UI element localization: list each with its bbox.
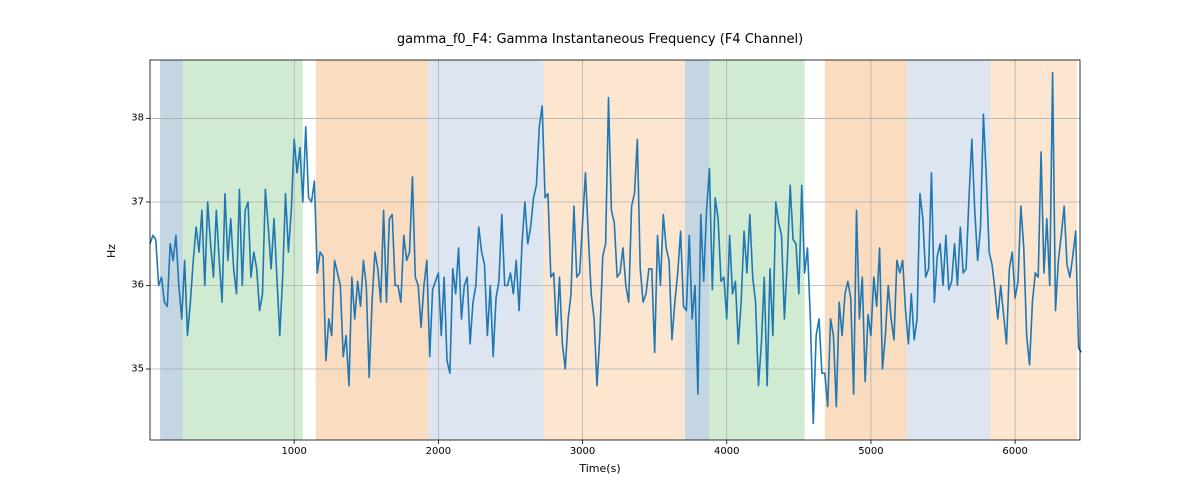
- x-tick-label: 3000: [570, 446, 595, 457]
- background-band: [991, 60, 1078, 440]
- x-tick-label: 2000: [426, 446, 451, 457]
- y-tick-label: 36: [120, 280, 144, 291]
- y-tick-label: 37: [120, 196, 144, 207]
- plot-area: [150, 60, 1080, 440]
- plot-svg: [150, 60, 1080, 440]
- x-tick-label: 6000: [1002, 446, 1027, 457]
- background-band: [544, 60, 685, 440]
- background-band: [428, 60, 543, 440]
- x-axis-label: Time(s): [0, 462, 1200, 475]
- y-axis-label: Hz: [105, 244, 118, 258]
- figure: gamma_f0_F4: Gamma Instantaneous Frequen…: [0, 0, 1200, 500]
- chart-title: gamma_f0_F4: Gamma Instantaneous Frequen…: [0, 32, 1200, 47]
- x-tick-label: 4000: [714, 446, 739, 457]
- x-tick-label: 1000: [281, 446, 306, 457]
- y-tick-label: 38: [120, 113, 144, 124]
- x-tick-label: 5000: [858, 446, 883, 457]
- y-tick-label: 35: [120, 364, 144, 375]
- background-band: [316, 60, 428, 440]
- background-band: [709, 60, 804, 440]
